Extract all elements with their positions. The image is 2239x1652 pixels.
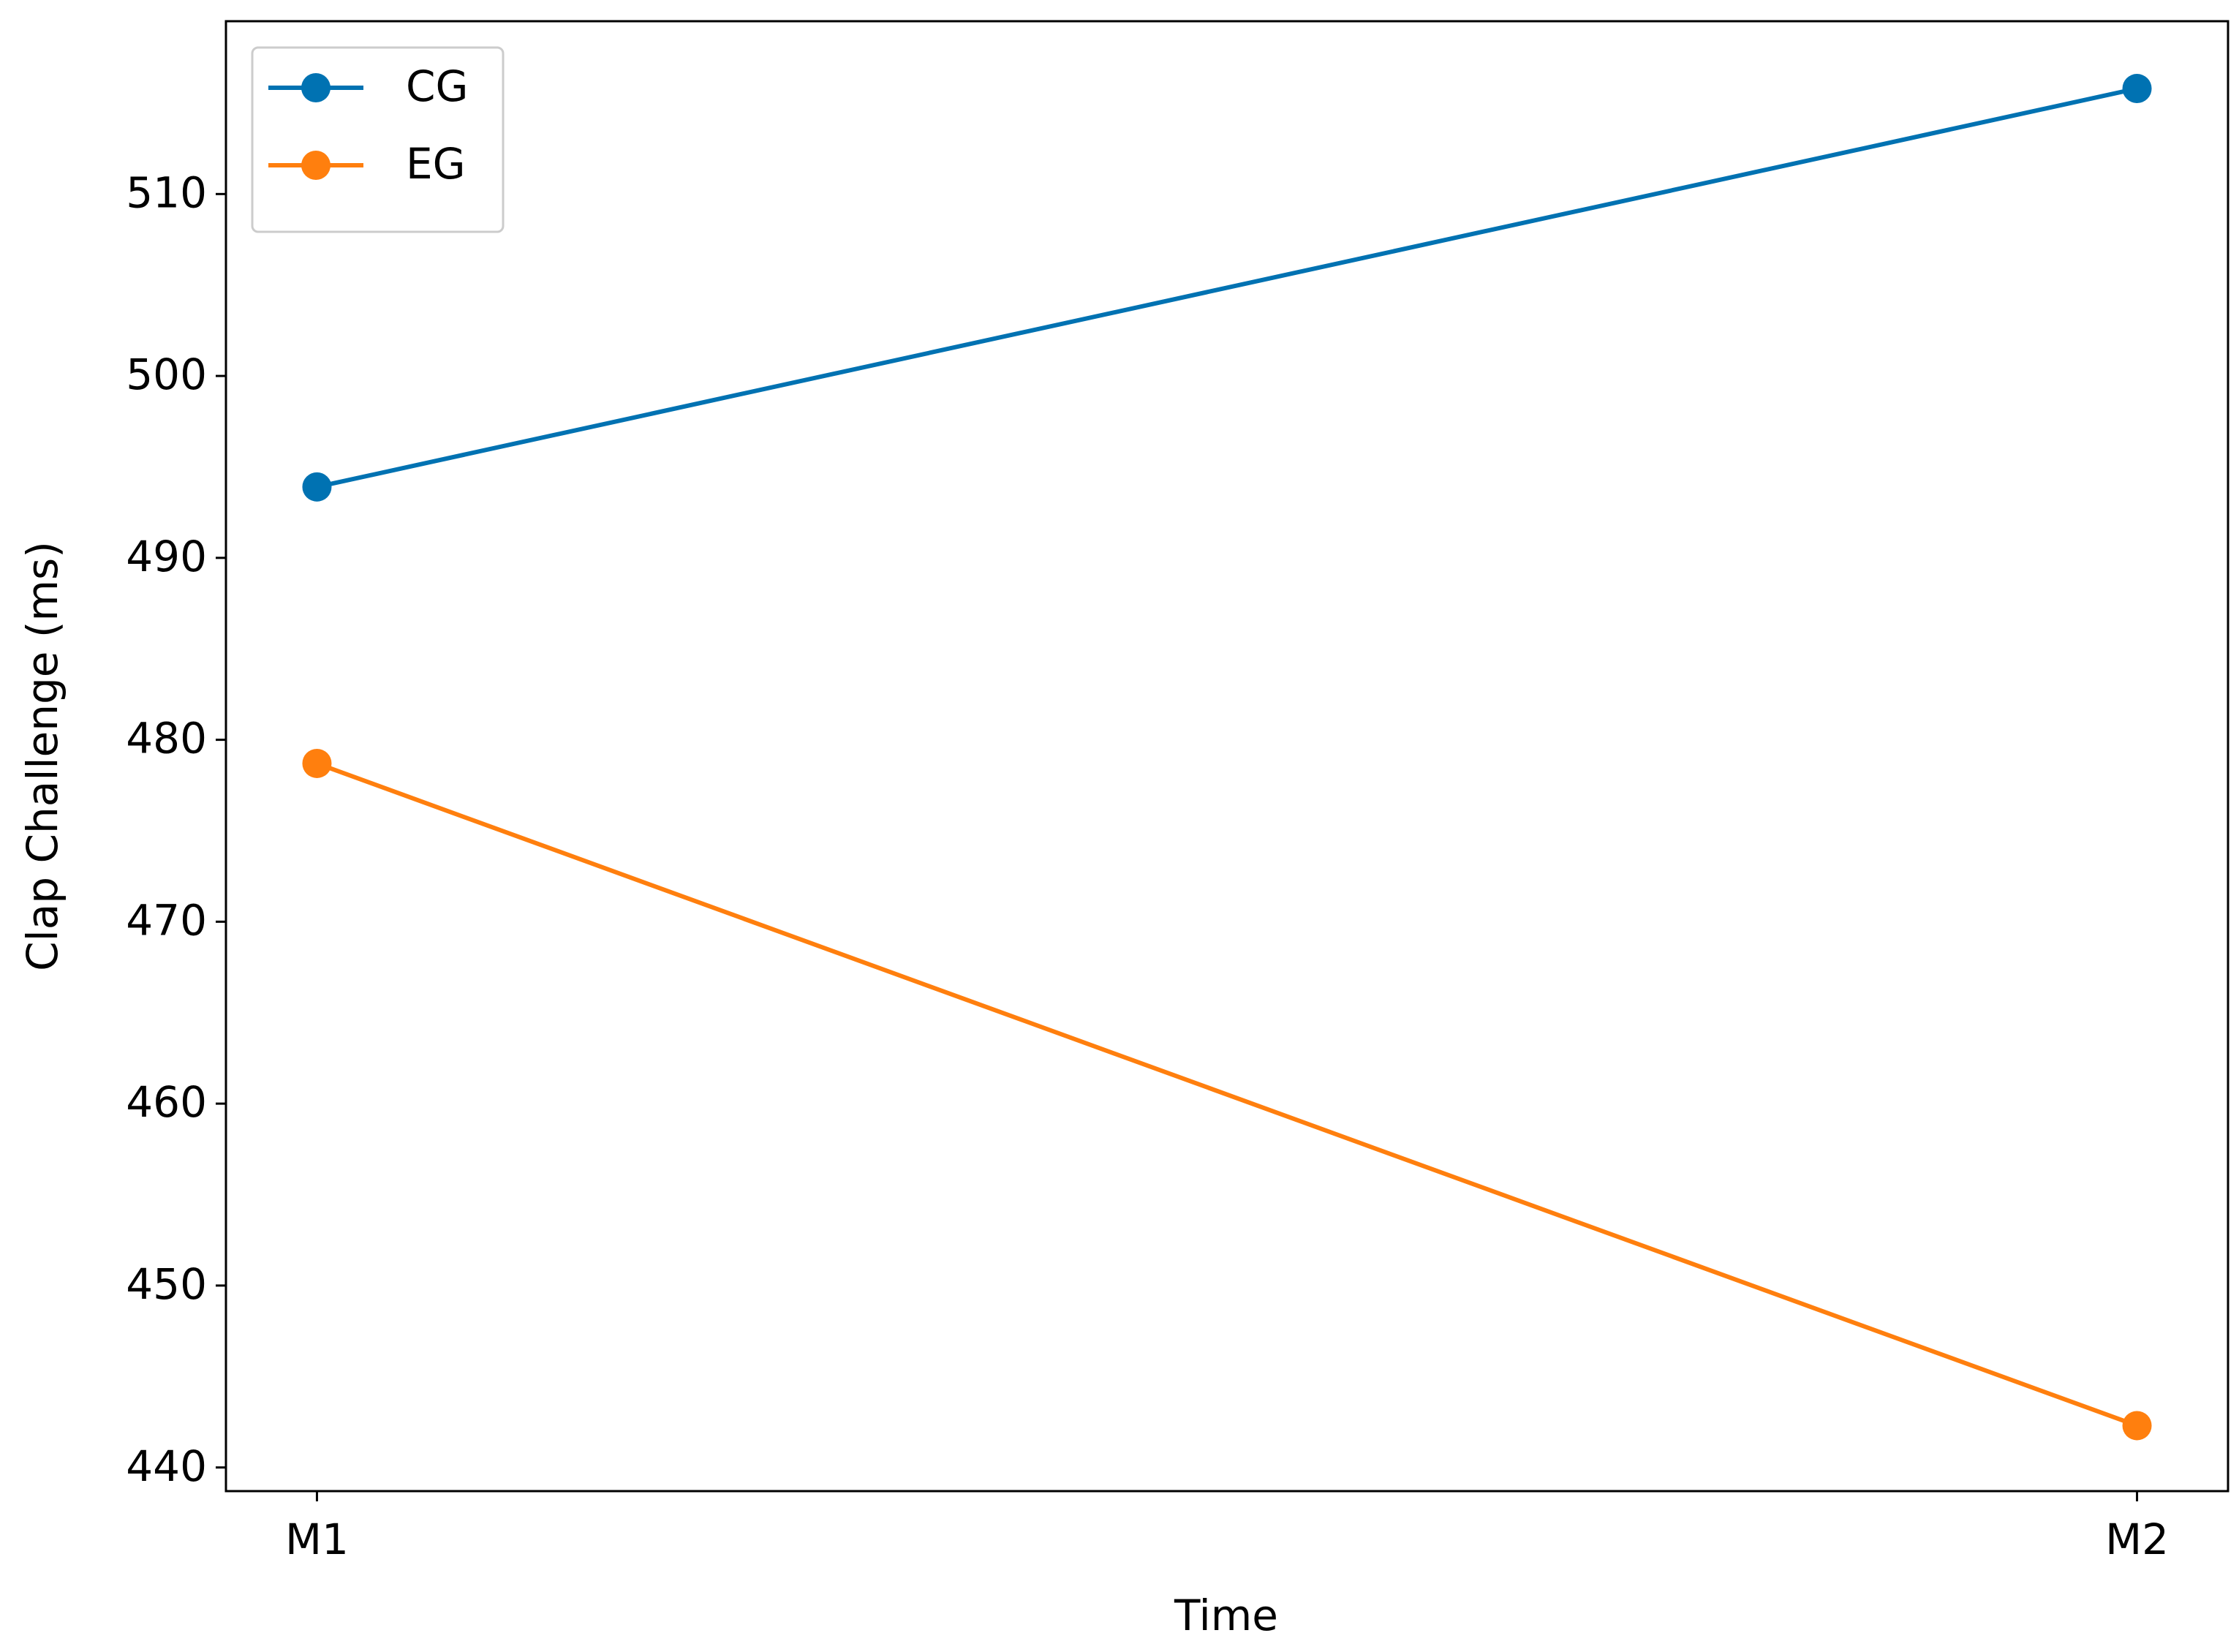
data-point — [2122, 74, 2152, 104]
data-point — [302, 748, 332, 778]
y-tick-label: 470 — [126, 895, 207, 945]
series-line — [316, 86, 2138, 489]
y-axis-label: Clap Challenge (ms) — [18, 541, 67, 971]
y-tick-label: 490 — [126, 532, 207, 581]
x-axis-label: Time — [1174, 1591, 1278, 1640]
y-tick-label: 510 — [126, 167, 207, 217]
legend-label: CG — [406, 61, 468, 111]
legend-marker — [301, 151, 331, 180]
data-point — [302, 472, 332, 502]
y-tick-label: 440 — [126, 1441, 207, 1491]
y-tick-label: 500 — [126, 350, 207, 399]
legend-label: EG — [406, 139, 466, 189]
x-tick-label: M1 — [285, 1515, 349, 1564]
x-tick-label: M2 — [2105, 1515, 2169, 1564]
data-point — [2122, 1411, 2152, 1441]
y-tick-label: 460 — [126, 1077, 207, 1127]
plot-frame — [224, 20, 2229, 1493]
y-tick-label: 450 — [126, 1259, 207, 1309]
y-tick-label: 480 — [126, 714, 207, 763]
legend-marker — [301, 73, 331, 102]
series-line — [316, 761, 2138, 1428]
